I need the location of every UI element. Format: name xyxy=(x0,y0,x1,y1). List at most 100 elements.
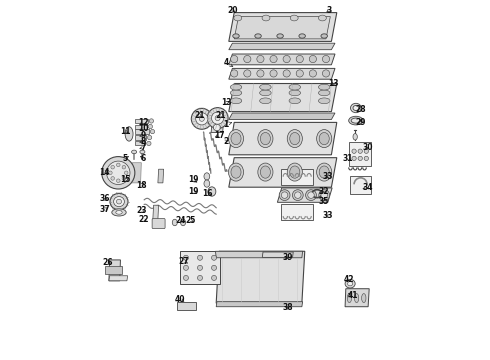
Text: 7: 7 xyxy=(140,143,146,152)
Polygon shape xyxy=(345,289,369,307)
Ellipse shape xyxy=(230,84,242,90)
Text: 33: 33 xyxy=(322,211,333,220)
Ellipse shape xyxy=(347,294,351,302)
Text: 4: 4 xyxy=(223,58,233,67)
Ellipse shape xyxy=(362,294,366,302)
Ellipse shape xyxy=(147,141,151,146)
Polygon shape xyxy=(234,17,330,39)
FancyBboxPatch shape xyxy=(135,135,146,140)
Polygon shape xyxy=(132,163,141,183)
Ellipse shape xyxy=(322,70,330,77)
Ellipse shape xyxy=(149,119,153,123)
Ellipse shape xyxy=(322,55,330,63)
FancyBboxPatch shape xyxy=(135,129,149,134)
Ellipse shape xyxy=(117,179,120,183)
Ellipse shape xyxy=(132,150,137,154)
Text: 21: 21 xyxy=(195,111,205,120)
Ellipse shape xyxy=(349,116,363,125)
Text: 11: 11 xyxy=(120,127,130,136)
Ellipse shape xyxy=(197,275,202,280)
Ellipse shape xyxy=(358,156,363,161)
Ellipse shape xyxy=(212,112,224,124)
Ellipse shape xyxy=(183,255,189,260)
Text: 38: 38 xyxy=(282,303,293,312)
Ellipse shape xyxy=(207,108,228,129)
Ellipse shape xyxy=(306,190,317,201)
Text: 1: 1 xyxy=(223,120,232,129)
Ellipse shape xyxy=(289,84,300,90)
Polygon shape xyxy=(216,251,303,258)
Text: 12: 12 xyxy=(138,118,149,127)
Ellipse shape xyxy=(294,192,301,198)
Ellipse shape xyxy=(321,192,327,198)
Text: 17: 17 xyxy=(214,130,224,139)
Ellipse shape xyxy=(364,156,368,161)
Polygon shape xyxy=(229,113,335,120)
Ellipse shape xyxy=(308,192,314,198)
Ellipse shape xyxy=(277,34,283,38)
Polygon shape xyxy=(109,260,121,281)
Ellipse shape xyxy=(255,34,261,38)
Text: 42: 42 xyxy=(344,274,355,284)
Polygon shape xyxy=(153,205,159,220)
Polygon shape xyxy=(229,84,337,112)
Ellipse shape xyxy=(347,282,353,286)
Text: 40: 40 xyxy=(175,295,185,304)
Ellipse shape xyxy=(260,98,271,104)
Polygon shape xyxy=(229,158,337,187)
Ellipse shape xyxy=(319,190,330,201)
Ellipse shape xyxy=(192,108,212,129)
Ellipse shape xyxy=(318,98,330,104)
Text: 14: 14 xyxy=(99,167,110,176)
Ellipse shape xyxy=(183,265,189,270)
Ellipse shape xyxy=(228,163,244,181)
Ellipse shape xyxy=(102,157,135,189)
Ellipse shape xyxy=(350,103,361,113)
Ellipse shape xyxy=(116,211,122,214)
Polygon shape xyxy=(216,251,305,303)
Text: 19: 19 xyxy=(188,175,198,184)
Text: 6: 6 xyxy=(141,154,146,163)
Ellipse shape xyxy=(260,166,270,178)
Ellipse shape xyxy=(352,156,356,161)
FancyBboxPatch shape xyxy=(281,169,314,185)
Text: 32: 32 xyxy=(318,187,329,196)
Polygon shape xyxy=(229,43,335,50)
Polygon shape xyxy=(262,252,293,257)
Ellipse shape xyxy=(244,55,251,63)
Text: 23: 23 xyxy=(136,206,147,215)
Text: 3: 3 xyxy=(327,5,332,14)
Text: 30: 30 xyxy=(362,143,373,152)
Ellipse shape xyxy=(358,149,363,153)
Ellipse shape xyxy=(215,116,220,121)
Ellipse shape xyxy=(260,90,271,96)
Text: 20: 20 xyxy=(227,5,238,14)
Ellipse shape xyxy=(353,105,359,111)
Text: 24: 24 xyxy=(175,216,185,225)
Ellipse shape xyxy=(258,163,273,181)
Ellipse shape xyxy=(270,55,277,63)
Ellipse shape xyxy=(283,55,290,63)
Ellipse shape xyxy=(364,149,368,153)
Text: 25: 25 xyxy=(185,216,196,225)
Polygon shape xyxy=(229,54,335,65)
Ellipse shape xyxy=(290,132,300,145)
Ellipse shape xyxy=(345,279,355,288)
Polygon shape xyxy=(277,188,332,202)
Text: 22: 22 xyxy=(138,215,149,224)
Text: 26: 26 xyxy=(102,258,113,267)
Text: 8: 8 xyxy=(140,136,146,145)
Text: 37: 37 xyxy=(99,205,110,214)
Ellipse shape xyxy=(208,187,216,196)
Ellipse shape xyxy=(231,166,241,178)
Ellipse shape xyxy=(111,165,115,169)
FancyBboxPatch shape xyxy=(135,119,148,123)
Text: 15: 15 xyxy=(120,175,131,184)
Ellipse shape xyxy=(231,70,238,77)
Ellipse shape xyxy=(299,34,305,38)
Ellipse shape xyxy=(258,130,273,148)
Text: 19: 19 xyxy=(188,187,198,196)
Text: 9: 9 xyxy=(140,130,146,139)
Ellipse shape xyxy=(234,15,242,21)
Text: 34: 34 xyxy=(362,183,373,192)
